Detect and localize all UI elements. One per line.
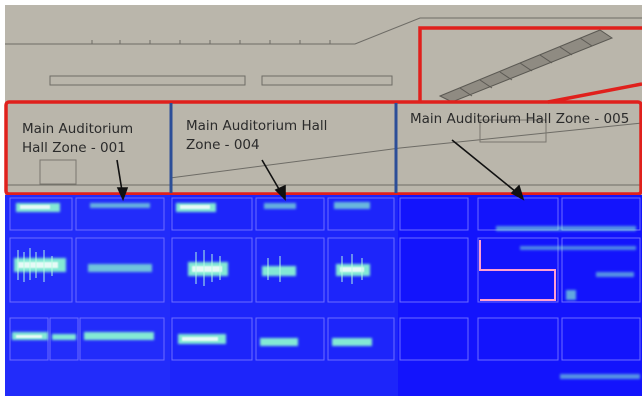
intensity-hotspots [12, 202, 640, 379]
floor-plan [4, 5, 642, 196]
highlight-region-upper [418, 26, 642, 102]
heatmap-highlight-outline [479, 240, 556, 301]
wall-ticks [91, 40, 331, 44]
highlight-region-diagonal [547, 82, 642, 104]
zone-label-001: Main Auditorium Hall Zone - 001 [22, 121, 134, 156]
corner-outline [39, 159, 77, 185]
callout-arrowhead-005 [510, 184, 525, 201]
heatmap-left-panel [5, 195, 170, 396]
floor-plan-background [5, 5, 642, 195]
zone-label-004: Main Auditorium Hall Zone - 004 [186, 118, 328, 153]
heatmap-room-grid [9, 197, 641, 361]
seating-rail-left [49, 75, 246, 86]
staircase [438, 29, 614, 103]
heatmap-right-panel [398, 195, 642, 396]
cabinet-outline [479, 119, 547, 143]
callout-arrowhead-001 [116, 187, 129, 202]
zone-band-outline [4, 100, 642, 196]
callout-arrows [116, 139, 525, 202]
callout-arrowhead-004 [274, 184, 286, 201]
heatmap [5, 195, 642, 396]
floor-slope-line [169, 122, 642, 179]
heatmap-middle-panel [170, 195, 398, 396]
seating-rail-right [261, 75, 393, 86]
callout-arrow-005 [451, 139, 522, 197]
intensity-streaks [17, 248, 363, 286]
zone-label-005: Main Auditorium Hall Zone - 005 [410, 111, 630, 127]
